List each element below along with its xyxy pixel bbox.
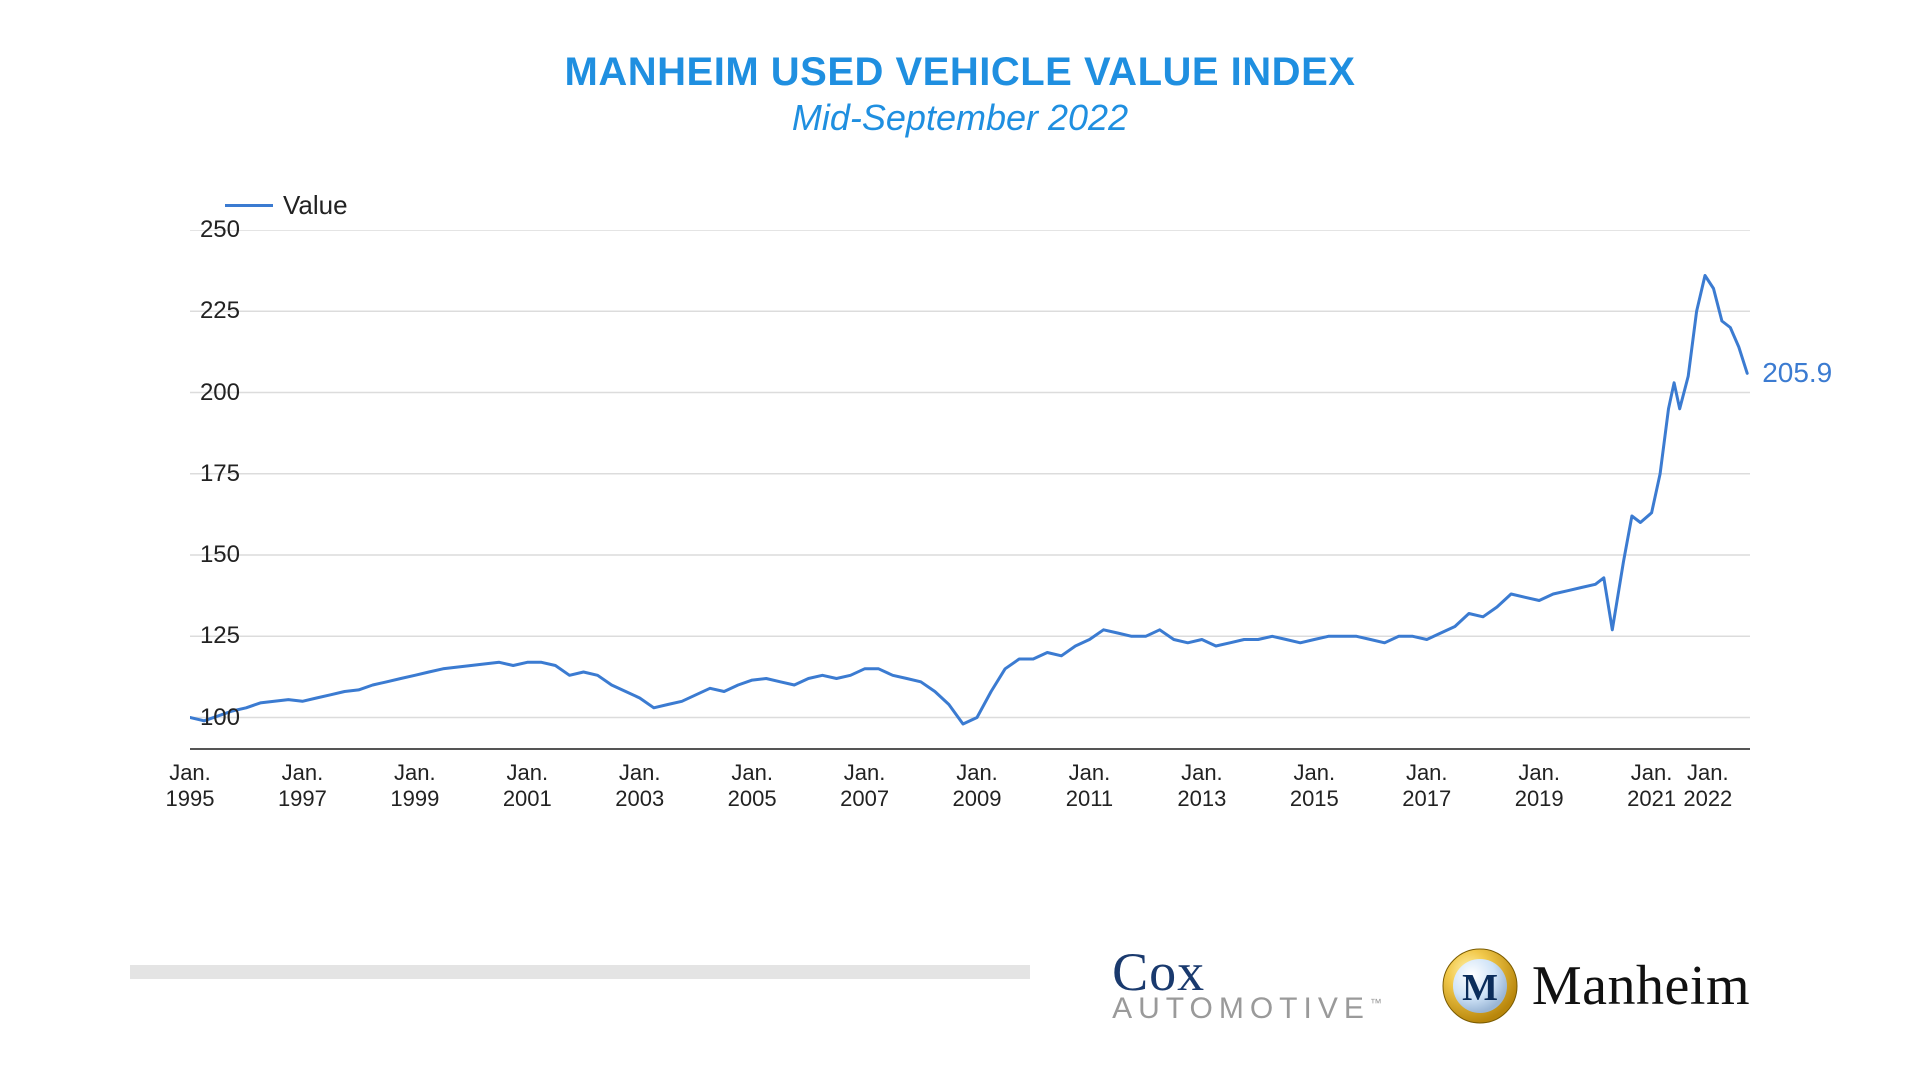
manheim-logo-text: Manheim [1532, 954, 1750, 1018]
cox-automotive-logo: Cox AUTOMOTIVE™ [1112, 950, 1382, 1021]
chart-container: MANHEIM USED VEHICLE VALUE INDEX Mid-Sep… [0, 0, 1920, 1079]
x-tick-label: Jan. 2021 [1627, 760, 1676, 813]
x-tick-label: Jan. 2001 [503, 760, 552, 813]
y-tick-label: 100 [180, 704, 240, 732]
x-tick-label: Jan. 1995 [166, 760, 215, 813]
x-tick-label: Jan. 2005 [728, 760, 777, 813]
x-tick-label: Jan. 2011 [1066, 760, 1113, 813]
legend-swatch [225, 204, 273, 207]
manheim-logo: M Manheim [1442, 948, 1750, 1024]
chart-area: Value 100 125 150 175 200 225 250 Jan. 1995 Jan… [130, 190, 1810, 830]
x-tick-label: Jan. 1997 [278, 760, 327, 813]
x-tick-label: Jan. 2022 [1683, 760, 1732, 813]
x-tick-label: Jan. 2009 [953, 760, 1002, 813]
x-tick-label: Jan. 2015 [1290, 760, 1339, 813]
y-tick-label: 250 [180, 216, 240, 244]
y-tick-label: 200 [180, 379, 240, 407]
y-tick-label: 125 [180, 622, 240, 650]
x-tick-label: Jan. 2007 [840, 760, 889, 813]
chart-subtitle: Mid-September 2022 [0, 97, 1920, 139]
title-block: MANHEIM USED VEHICLE VALUE INDEX Mid-Sep… [0, 0, 1920, 139]
manheim-badge-icon: M [1442, 948, 1518, 1024]
x-tick-label: Jan. 2019 [1515, 760, 1564, 813]
x-tick-label: Jan. 2017 [1402, 760, 1451, 813]
x-tick-label: Jan. 2003 [615, 760, 664, 813]
logo-row: Cox AUTOMOTIVE™ [1112, 948, 1750, 1024]
end-value-label: 205.9 [1762, 357, 1832, 389]
y-tick-label: 225 [180, 297, 240, 325]
legend-label: Value [283, 190, 348, 221]
y-tick-label: 150 [180, 541, 240, 569]
cox-logo-bottom: AUTOMOTIVE™ [1112, 996, 1382, 1022]
plot-area [190, 230, 1750, 750]
svg-text:M: M [1462, 967, 1498, 1009]
scrollbar-track[interactable] [130, 965, 1030, 979]
legend: Value [225, 190, 348, 221]
x-tick-label: Jan. 2013 [1177, 760, 1226, 813]
plot-svg [190, 230, 1750, 750]
y-tick-label: 175 [180, 460, 240, 488]
chart-title: MANHEIM USED VEHICLE VALUE INDEX [0, 50, 1920, 95]
x-tick-label: Jan. 1999 [390, 760, 439, 813]
